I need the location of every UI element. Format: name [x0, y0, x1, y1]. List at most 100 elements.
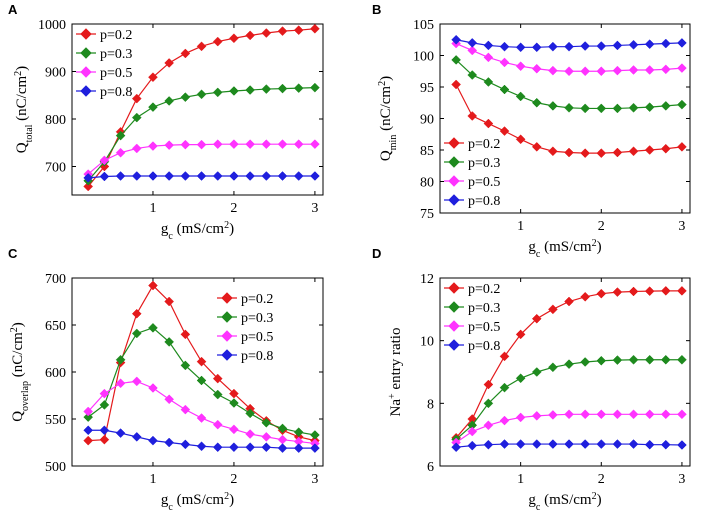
legend-item: p=0.2	[76, 28, 132, 43]
data-point	[612, 409, 623, 420]
data-point	[261, 171, 272, 181]
y-tick-label: 90	[420, 113, 434, 128]
y-tick-label: 1000	[38, 18, 66, 33]
data-point	[628, 146, 639, 157]
data-point	[483, 379, 494, 390]
series-p-0-8	[451, 34, 687, 53]
legend-marker	[448, 320, 460, 332]
data-point	[499, 84, 510, 95]
data-point	[564, 66, 574, 77]
data-point	[644, 354, 655, 365]
legend-marker	[221, 349, 233, 361]
data-point	[499, 439, 510, 449]
data-point	[245, 139, 255, 150]
data-point	[196, 375, 207, 386]
data-point	[677, 285, 687, 296]
legend-item: p=0.5	[76, 66, 132, 81]
data-point	[131, 171, 142, 181]
data-point	[229, 139, 239, 150]
data-point	[196, 441, 207, 452]
data-point	[580, 357, 591, 367]
x-tick-label: 2	[598, 472, 605, 487]
legend-marker	[221, 292, 233, 304]
data-point	[580, 148, 591, 159]
y-tick-label: 10	[420, 335, 434, 350]
data-point	[548, 41, 558, 52]
data-point	[261, 417, 272, 428]
legend-item: p=0.8	[76, 85, 132, 100]
legend-marker	[448, 301, 460, 313]
data-point	[180, 329, 191, 340]
data-point	[277, 171, 288, 181]
data-point	[515, 42, 526, 53]
data-point	[212, 171, 223, 181]
data-point	[180, 48, 191, 59]
legend-label: p=0.2	[468, 137, 500, 152]
legend-label: p=0.3	[468, 156, 500, 171]
data-point	[677, 440, 687, 450]
data-point	[612, 287, 623, 297]
data-point	[644, 286, 655, 297]
data-point	[644, 65, 655, 75]
data-point	[115, 354, 126, 365]
data-point	[164, 437, 175, 448]
data-point	[596, 148, 607, 159]
series-p-0-8	[83, 425, 320, 453]
data-point	[99, 388, 110, 399]
data-point	[148, 171, 158, 181]
data-point	[644, 145, 655, 155]
data-point	[564, 409, 574, 420]
data-point	[83, 173, 94, 183]
data-point	[499, 351, 510, 362]
data-point	[99, 171, 110, 182]
y-tick-label: 600	[45, 366, 66, 381]
data-point	[229, 171, 239, 181]
data-point	[564, 41, 574, 52]
legend-label: p=0.5	[241, 330, 273, 345]
data-point	[261, 442, 272, 453]
legend: p=0.2 p=0.3 p=0.5 p=0.8	[76, 28, 132, 100]
data-point	[628, 65, 639, 75]
data-point	[677, 63, 687, 73]
legend-label: p=0.2	[468, 282, 500, 297]
data-point	[628, 439, 639, 449]
legend-item: p=0.2	[444, 282, 500, 297]
x-tick-label: 2	[230, 201, 237, 216]
series-p-0-5	[83, 376, 320, 449]
data-point	[293, 443, 304, 453]
data-point	[229, 86, 239, 96]
y-tick-label: 900	[45, 66, 66, 81]
data-point	[628, 286, 639, 297]
legend-label: p=0.5	[468, 175, 500, 190]
data-point	[180, 360, 191, 371]
x-axis-title: gc (mS/cm2)	[161, 491, 234, 512]
data-point	[677, 141, 687, 152]
data-point	[660, 285, 671, 296]
data-point	[196, 41, 207, 52]
data-point	[277, 83, 288, 94]
data-point	[277, 26, 288, 36]
series-p-0-3	[451, 354, 687, 445]
data-point	[548, 65, 558, 76]
data-point	[628, 354, 639, 365]
data-point	[212, 389, 223, 400]
x-tick-label: 1	[517, 219, 524, 234]
data-point	[677, 38, 687, 48]
panel-letter: A	[8, 2, 18, 17]
data-point	[531, 439, 542, 449]
data-point	[115, 171, 126, 181]
data-point	[548, 101, 558, 111]
data-point	[164, 296, 175, 307]
y-tick-label: 700	[45, 161, 66, 176]
data-point	[148, 102, 158, 112]
data-point	[628, 102, 639, 113]
y-tick-label: 6	[427, 460, 434, 475]
data-point	[164, 140, 175, 150]
data-point	[261, 84, 272, 94]
data-point	[660, 101, 671, 111]
data-point	[467, 70, 478, 80]
legend-marker	[80, 47, 92, 59]
data-point	[212, 442, 223, 453]
data-point	[83, 435, 94, 446]
